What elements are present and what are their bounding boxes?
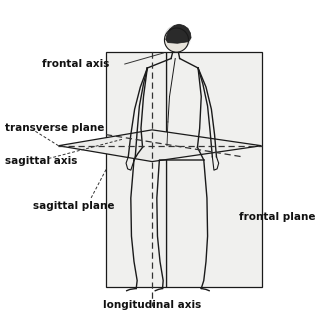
Text: sagittal axis: sagittal axis xyxy=(4,156,77,166)
Circle shape xyxy=(164,25,191,51)
Circle shape xyxy=(164,28,188,52)
Polygon shape xyxy=(166,52,261,287)
Text: transverse plane: transverse plane xyxy=(4,123,104,133)
Text: longitudinal axis: longitudinal axis xyxy=(103,300,201,310)
Text: frontal plane: frontal plane xyxy=(239,212,316,222)
Text: frontal axis: frontal axis xyxy=(42,59,109,69)
Polygon shape xyxy=(59,130,261,162)
Polygon shape xyxy=(166,24,191,43)
Polygon shape xyxy=(106,52,166,287)
Text: sagittal plane: sagittal plane xyxy=(33,201,115,211)
